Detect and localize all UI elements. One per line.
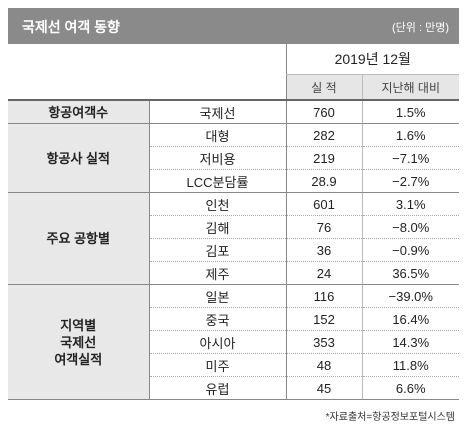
row-label: 김해 [148,215,286,239]
row-value: 353 [285,330,362,354]
row-change: −8.0% [361,215,459,239]
group-label-line: 국제선 [60,334,97,350]
row-label: 제주 [148,261,286,285]
row-label: 대형 [148,123,286,147]
row-label: 아시아 [148,330,286,354]
group-label-line: 지역별 [60,317,97,333]
group-label-line: 여객실적 [54,351,103,367]
unit-label: (단위 : 만명) [392,22,449,34]
table-row: 유럽 45 6.6% [8,376,459,400]
row-change: 3.1% [361,192,459,216]
table-row: 항공사 실적 대형 282 1.6% [8,123,459,193]
row-change: −39.0% [361,284,459,308]
row-value: 152 [285,307,362,331]
row-value: 219 [285,146,362,170]
source-note: *자료출처=항공정보포털시스템 [325,412,455,423]
table-row: LCC분담률 28.9 −2.7% [8,169,459,193]
row-change: 1.5% [361,100,459,124]
row-value: 24 [285,261,362,285]
period-header: 2019년 12월 [285,44,459,75]
row-label: 중국 [148,307,286,331]
title-bar: 국제선 여객 동향 (단위 : 만명) [8,8,459,44]
table-row: 지역별 국제선 여객실적 일본 116 −39.0% [8,284,459,400]
row-value: 76 [285,215,362,239]
row-change: −0.9% [361,238,459,262]
row-value: 36 [285,238,362,262]
row-label: LCC분담률 [148,169,286,193]
table-row: 항공여객수 국제선 760 1.5% [8,100,459,124]
row-value: 28.9 [285,169,362,193]
row-label: 김포 [148,238,286,262]
row-value: 601 [285,192,362,216]
row-change: 6.6% [361,376,459,400]
row-label: 일본 [148,284,286,308]
group-label: 항공사 실적 [8,123,149,193]
header-blank [8,44,286,75]
row-label: 인천 [148,192,286,216]
row-change: 36.5% [361,261,459,285]
row-label: 유럽 [148,376,286,400]
row-change: −7.1% [361,146,459,170]
row-change: 1.6% [361,123,459,147]
passenger-table: 2019년 12월 실 적 지난해 대비 항공여객수 국제선 760 1.5% … [8,44,459,400]
row-value: 45 [285,376,362,400]
table-row: 김포 36 −0.9% [8,238,459,262]
page-title: 국제선 여객 동향 [22,19,120,35]
table-row: 미주 48 11.8% [8,353,459,377]
table-row: 중국 152 16.4% [8,307,459,331]
row-value: 116 [285,284,362,308]
row-change: 11.8% [361,353,459,377]
table-row: 제주 24 36.5% [8,261,459,285]
group-label: 항공여객수 [8,100,149,124]
col-header-count: 실 적 [285,74,362,101]
table-row: 저비용 219 −7.1% [8,146,459,170]
table-row: 김해 76 −8.0% [8,215,459,239]
row-label: 국제선 [148,100,286,124]
table-row: 주요 공항별 인천 601 3.1% [8,192,459,285]
row-label: 저비용 [148,146,286,170]
row-change: −2.7% [361,169,459,193]
header-blank-2 [8,74,286,101]
col-header-change: 지난해 대비 [361,74,459,101]
row-change: 16.4% [361,307,459,331]
row-value: 48 [285,353,362,377]
row-change: 14.3% [361,330,459,354]
row-label: 미주 [148,353,286,377]
row-value: 282 [285,123,362,147]
table-row: 아시아 353 14.3% [8,330,459,354]
group-label: 주요 공항별 [8,192,149,285]
row-value: 760 [285,100,362,124]
group-label: 지역별 국제선 여객실적 [8,284,149,400]
